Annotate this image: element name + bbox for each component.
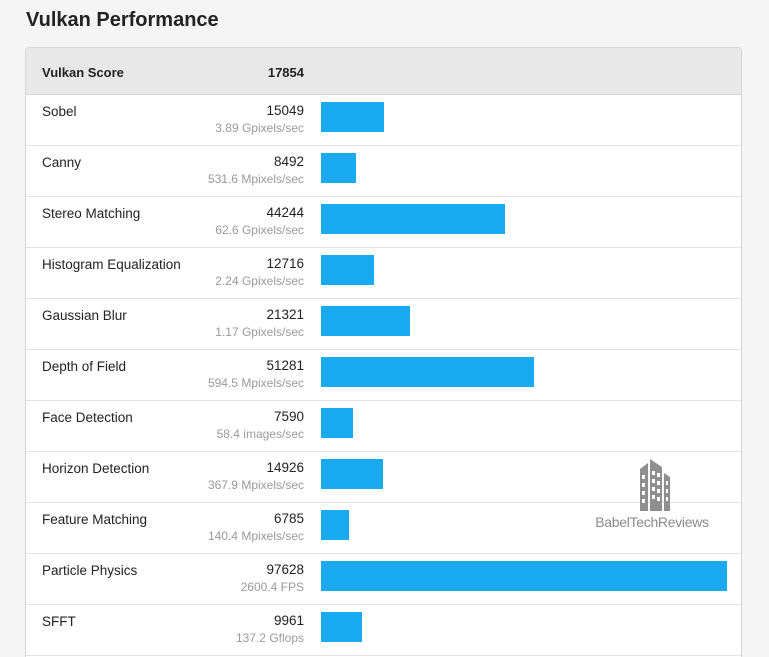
benchmark-bar <box>321 408 353 438</box>
summary-score: 17854 <box>267 65 304 80</box>
benchmark-score: 8492 <box>273 154 304 169</box>
summary-label: Vulkan Score <box>42 65 124 80</box>
summary-row: Vulkan Score 17854 <box>26 48 741 95</box>
benchmark-score: 44244 <box>266 205 304 220</box>
building-logo-icon <box>640 459 670 511</box>
benchmark-row: Histogram Equalization 12716 2.24 Gpixels/… <box>26 248 741 299</box>
benchmark-row: Feature Matching 6785 140.4 Mpixels/sec <box>26 503 741 554</box>
benchmark-rate: 531.6 Mpixels/sec <box>207 172 304 186</box>
benchmark-row: SFFT 9961 137.2 Gflops <box>26 605 741 656</box>
benchmark-name: Canny <box>42 155 82 170</box>
benchmark-bar <box>321 255 374 285</box>
benchmark-name: Histogram Equalization <box>42 257 181 272</box>
benchmark-score: 97628 <box>266 562 304 577</box>
benchmark-name: Face Detection <box>42 410 133 425</box>
benchmark-row: Canny 8492 531.6 Mpixels/sec <box>26 146 741 197</box>
benchmark-score: 7590 <box>273 409 304 424</box>
benchmark-rate: 140.4 Mpixels/sec <box>207 529 304 543</box>
watermark-text: BabelTechReviews <box>595 514 709 530</box>
benchmark-bar <box>321 612 362 642</box>
benchmark-score: 21321 <box>266 307 304 322</box>
benchmark-name: Depth of Field <box>42 359 127 374</box>
benchmark-rate: 1.17 Gpixels/sec <box>215 325 304 339</box>
benchmark-row: Stereo Matching 44244 62.6 Gpixels/sec <box>26 197 741 248</box>
benchmark-name: Sobel <box>42 104 77 119</box>
benchmark-name: Horizon Detection <box>42 461 150 476</box>
benchmark-bar <box>321 204 505 234</box>
watermark-logo: BabelTechReviews <box>582 455 722 535</box>
page-title: Vulkan Performance <box>26 9 219 31</box>
benchmark-score: 15049 <box>266 103 304 118</box>
benchmark-rate: 58.4 images/sec <box>216 427 304 441</box>
benchmark-score: 51281 <box>266 358 304 373</box>
benchmark-rate: 2600.4 FPS <box>240 580 304 594</box>
benchmark-bar <box>321 561 727 591</box>
benchmark-name: Gaussian Blur <box>42 308 127 323</box>
benchmark-rate: 594.5 Mpixels/sec <box>207 376 304 390</box>
benchmark-row: Depth of Field 51281 594.5 Mpixels/sec <box>26 350 741 401</box>
benchmark-rate: 137.2 Gflops <box>235 631 304 645</box>
benchmark-name: SFFT <box>42 614 76 629</box>
benchmark-score: 9961 <box>273 613 304 628</box>
benchmark-rate: 62.6 Gpixels/sec <box>215 223 304 237</box>
benchmark-name: Stereo Matching <box>42 206 141 221</box>
benchmark-name: Feature Matching <box>42 512 148 527</box>
benchmark-rate: 3.89 Gpixels/sec <box>215 121 304 135</box>
results-table: Vulkan Score 17854 Sobel 15049 3.89 Gpixel… <box>25 47 742 657</box>
benchmark-row: Horizon Detection 14926 367.9 Mpixels/sec <box>26 452 741 503</box>
benchmark-bar <box>321 102 384 132</box>
benchmark-row: Face Detection 7590 58.4 images/sec <box>26 401 741 452</box>
benchmark-bar <box>321 510 349 540</box>
benchmark-bar <box>321 306 410 336</box>
benchmark-rate: 367.9 Mpixels/sec <box>207 478 304 492</box>
benchmark-row: Sobel 15049 3.89 Gpixels/sec <box>26 95 741 146</box>
benchmark-bar <box>321 153 356 183</box>
benchmark-row: Particle Physics 97628 2600.4 FPS <box>26 554 741 605</box>
benchmark-bar <box>321 357 534 387</box>
benchmark-bar <box>321 459 383 489</box>
benchmark-name: Particle Physics <box>42 563 138 578</box>
benchmark-score: 12716 <box>266 256 304 271</box>
benchmark-score: 6785 <box>273 511 304 526</box>
benchmark-row: Gaussian Blur 21321 1.17 Gpixels/sec <box>26 299 741 350</box>
benchmark-rate: 2.24 Gpixels/sec <box>215 274 304 288</box>
benchmark-score: 14926 <box>266 460 304 475</box>
